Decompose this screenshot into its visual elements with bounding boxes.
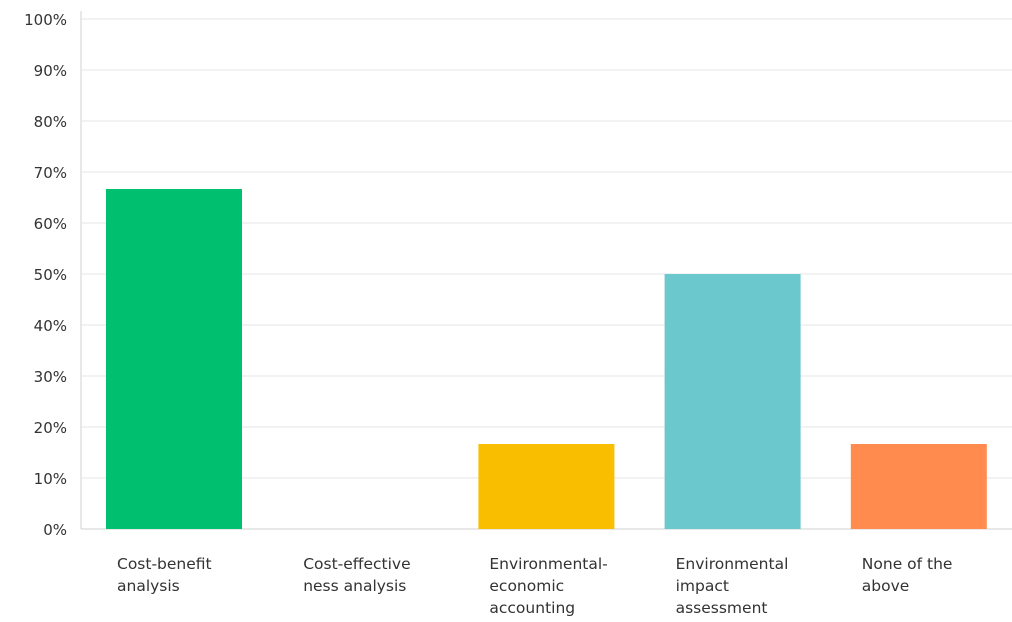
x-tick-label: Environmental-economic accounting bbox=[489, 555, 607, 617]
y-axis: 0% 10% 20% 30% 40% 50% 60% 70% 80% 90% 100% bbox=[24, 11, 67, 539]
y-tick-label: 10% bbox=[34, 470, 67, 488]
y-tick-label: 60% bbox=[34, 215, 67, 233]
x-tick-label: Environmental impact assessment bbox=[676, 555, 789, 617]
bar[interactable] bbox=[106, 188, 242, 529]
y-tick-label: 40% bbox=[34, 317, 67, 335]
y-tick-label: 0% bbox=[43, 521, 67, 539]
bar[interactable] bbox=[478, 443, 615, 529]
y-tick-label: 80% bbox=[34, 113, 67, 131]
x-axis: Cost-benefit analysis Cost-effective ness a… bbox=[117, 555, 952, 617]
y-tick-label: 30% bbox=[34, 368, 67, 386]
y-tick-label: 90% bbox=[34, 62, 67, 80]
x-tick-label: Cost-effective ness analysis bbox=[303, 555, 410, 595]
x-tick-label: Cost-benefit analysis bbox=[117, 555, 212, 595]
bar[interactable] bbox=[664, 274, 801, 529]
y-tick-label: 100% bbox=[24, 11, 67, 29]
y-tick-label: 20% bbox=[34, 419, 67, 437]
y-tick-label: 50% bbox=[34, 266, 67, 284]
x-tick-label: None of the above bbox=[862, 555, 953, 595]
bars-layer bbox=[106, 188, 987, 529]
bar[interactable] bbox=[850, 443, 987, 529]
y-tick-label: 70% bbox=[34, 164, 67, 182]
